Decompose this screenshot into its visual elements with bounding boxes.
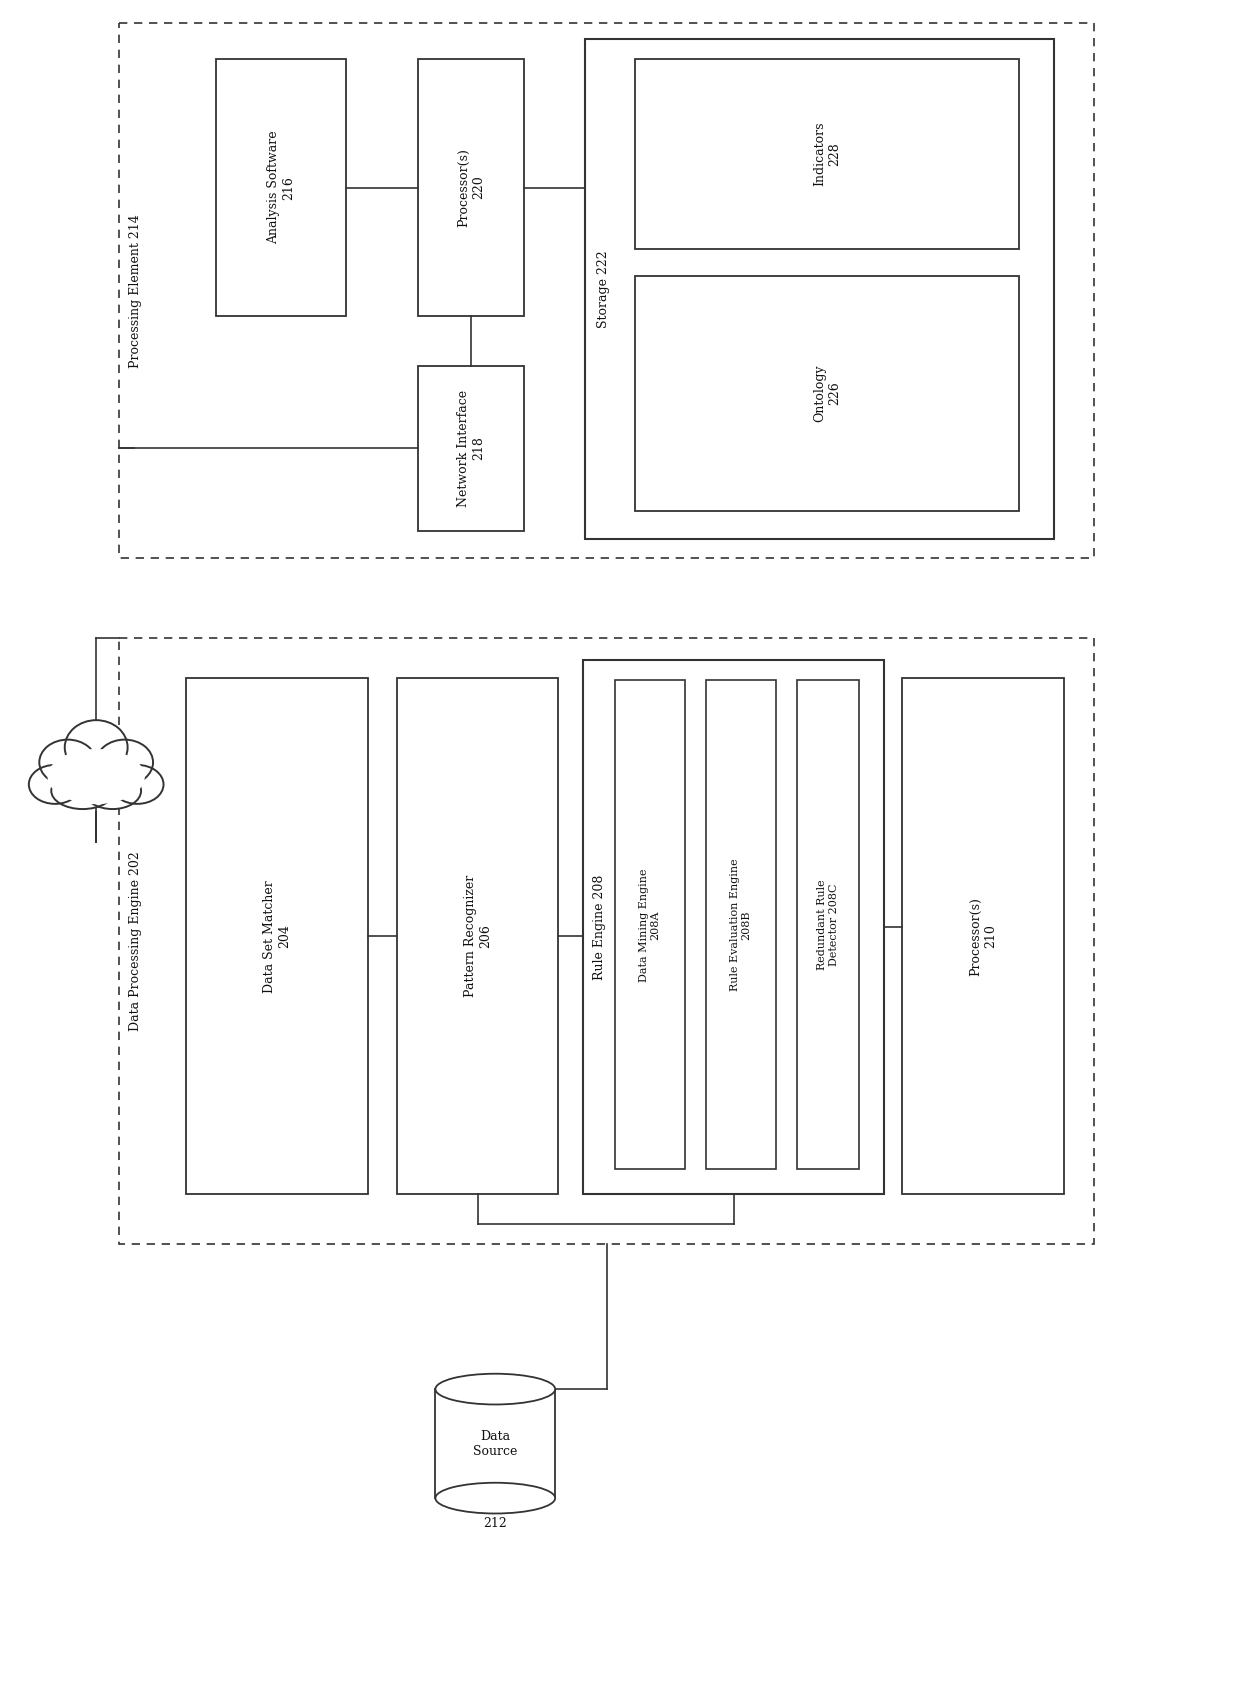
Text: Analysis Software
216: Analysis Software 216 [267, 130, 295, 245]
Ellipse shape [84, 773, 141, 808]
Ellipse shape [112, 764, 164, 803]
Text: Processing Element 214: Processing Element 214 [129, 215, 141, 367]
FancyBboxPatch shape [216, 59, 346, 316]
Ellipse shape [435, 1373, 556, 1405]
Ellipse shape [97, 739, 153, 785]
Text: Data Processing Engine 202: Data Processing Engine 202 [129, 852, 141, 1032]
FancyBboxPatch shape [615, 680, 684, 1170]
FancyBboxPatch shape [418, 59, 525, 316]
Text: Rule Evaluation Engine
208B: Rule Evaluation Engine 208B [730, 859, 751, 991]
Text: Storage 222: Storage 222 [596, 250, 610, 328]
Text: Data
Source: Data Source [474, 1429, 517, 1458]
Ellipse shape [47, 749, 145, 805]
Text: Rule Engine 208: Rule Engine 208 [593, 874, 605, 981]
FancyBboxPatch shape [119, 24, 1094, 558]
Bar [435, 1388, 556, 1498]
Ellipse shape [64, 720, 128, 774]
FancyBboxPatch shape [418, 365, 525, 531]
FancyBboxPatch shape [706, 680, 776, 1170]
FancyBboxPatch shape [635, 276, 1019, 511]
FancyBboxPatch shape [585, 39, 1054, 538]
Text: Processor(s)
210: Processor(s) 210 [970, 896, 997, 976]
FancyBboxPatch shape [635, 59, 1019, 249]
FancyBboxPatch shape [796, 680, 859, 1170]
FancyBboxPatch shape [186, 678, 367, 1194]
Ellipse shape [435, 1483, 556, 1513]
FancyBboxPatch shape [398, 678, 558, 1194]
Text: Indicators
228: Indicators 228 [813, 122, 841, 186]
Text: Data Set Matcher
204: Data Set Matcher 204 [263, 879, 290, 993]
Text: 212: 212 [484, 1517, 507, 1530]
Text: Ontology
226: Ontology 226 [813, 365, 841, 423]
Ellipse shape [29, 764, 81, 803]
FancyBboxPatch shape [583, 659, 884, 1194]
Ellipse shape [40, 739, 97, 785]
FancyBboxPatch shape [903, 678, 1064, 1194]
Text: Data Mining Engine
208A: Data Mining Engine 208A [639, 867, 661, 981]
Text: Network
201: Network 201 [68, 766, 124, 795]
Ellipse shape [58, 747, 134, 807]
Ellipse shape [51, 773, 114, 808]
Text: Pattern Recognizer
206: Pattern Recognizer 206 [464, 876, 492, 998]
FancyBboxPatch shape [119, 638, 1094, 1245]
Text: Redundant Rule
Detector 208C: Redundant Rule Detector 208C [817, 879, 838, 971]
Text: Network Interface
218: Network Interface 218 [458, 389, 485, 507]
Text: Processor(s)
220: Processor(s) 220 [458, 149, 485, 227]
